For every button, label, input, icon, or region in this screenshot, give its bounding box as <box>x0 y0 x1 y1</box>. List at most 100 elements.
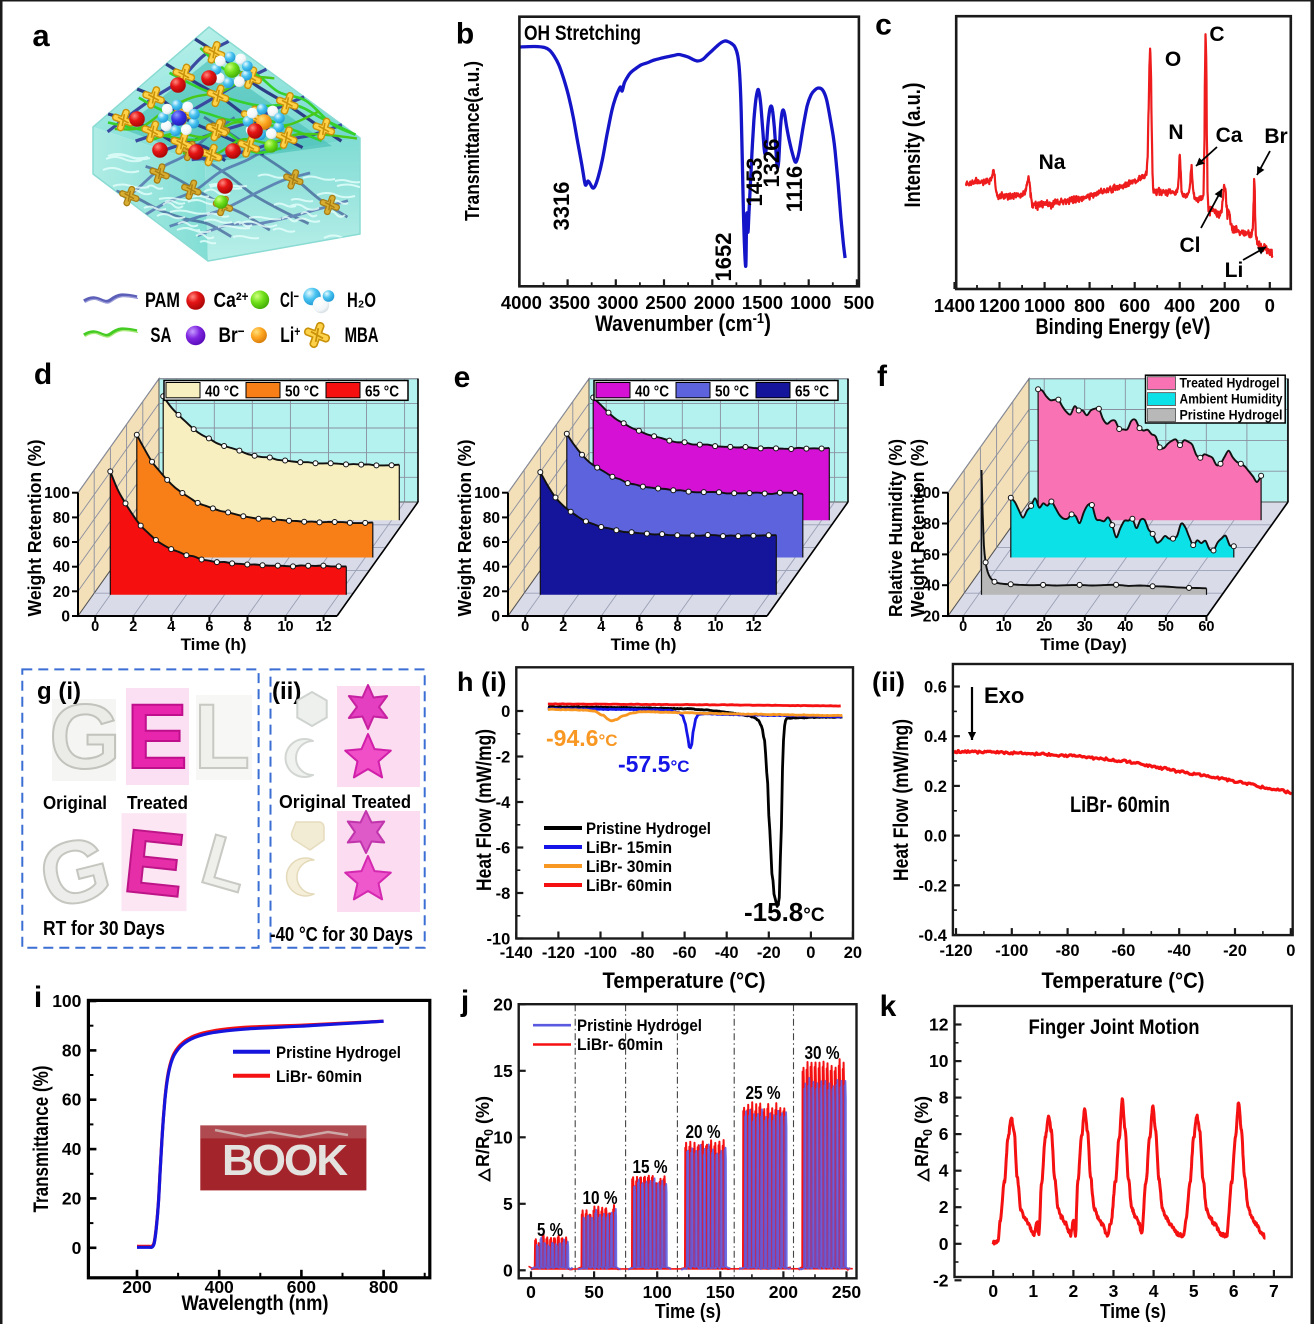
svg-text:0: 0 <box>503 1260 513 1280</box>
svg-text:0: 0 <box>939 1234 949 1254</box>
svg-text:200: 200 <box>769 1282 798 1302</box>
svg-text:Time (h): Time (h) <box>611 635 677 654</box>
svg-text:10 %: 10 % <box>583 1188 618 1208</box>
svg-text:O: O <box>1165 48 1181 71</box>
svg-text:60: 60 <box>53 535 70 552</box>
svg-text:4: 4 <box>167 619 175 635</box>
svg-text:800: 800 <box>369 1277 398 1297</box>
svg-text:30 %: 30 % <box>805 1043 840 1063</box>
svg-text:12: 12 <box>316 619 332 635</box>
svg-text:800: 800 <box>1074 295 1105 316</box>
svg-text:12: 12 <box>746 619 762 635</box>
svg-text:40 °C: 40 °C <box>205 383 239 400</box>
svg-text:Cl: Cl <box>1180 234 1201 257</box>
svg-text:Treated: Treated <box>127 793 188 813</box>
svg-text:E: E <box>126 686 187 788</box>
svg-text:a: a <box>32 18 50 53</box>
svg-text:G: G <box>49 686 121 788</box>
svg-text:R/R0 (%): R/R0 (%) <box>912 1096 935 1167</box>
svg-text:40: 40 <box>62 1139 82 1159</box>
svg-text:-40: -40 <box>1167 942 1191 960</box>
svg-text:Temperature (°C): Temperature (°C) <box>1042 968 1205 993</box>
svg-text:LiBr- 60min: LiBr- 60min <box>276 1068 362 1086</box>
svg-text:Time (h): Time (h) <box>181 635 247 654</box>
svg-text:Ca²+: Ca²+ <box>214 288 249 312</box>
svg-text:-60: -60 <box>673 944 697 962</box>
svg-text:BOOK: BOOK <box>222 1136 348 1185</box>
svg-text:R/R0 (%): R/R0 (%) <box>473 1096 496 1167</box>
svg-text:15: 15 <box>493 1061 513 1081</box>
svg-text:4: 4 <box>597 619 605 635</box>
svg-text:60: 60 <box>483 535 500 552</box>
svg-text:-80: -80 <box>1056 942 1080 960</box>
svg-text:Treated: Treated <box>352 792 411 812</box>
svg-text:-94.6°C: -94.6°C <box>546 725 618 751</box>
svg-text:10: 10 <box>996 619 1012 635</box>
svg-text:Binding Energy (eV): Binding Energy (eV) <box>1036 313 1211 340</box>
svg-text:200: 200 <box>1209 295 1240 316</box>
svg-text:50: 50 <box>1158 619 1174 635</box>
svg-text:0: 0 <box>491 609 500 626</box>
svg-text:-6: -6 <box>496 840 511 858</box>
svg-text:500: 500 <box>843 292 874 313</box>
svg-text:0: 0 <box>91 619 99 635</box>
svg-text:Pristine Hydrogel: Pristine Hydrogel <box>577 1017 702 1035</box>
svg-text:Time (s): Time (s) <box>1100 1301 1166 1323</box>
svg-text:6: 6 <box>939 1124 949 1144</box>
svg-text:-120: -120 <box>542 944 575 962</box>
svg-text:100: 100 <box>643 1282 672 1302</box>
svg-text:200: 200 <box>122 1277 151 1297</box>
svg-text:150: 150 <box>706 1282 735 1302</box>
svg-text:1116: 1116 <box>782 166 807 213</box>
svg-text:600: 600 <box>1119 295 1150 316</box>
svg-text:1453: 1453 <box>742 158 767 207</box>
svg-text:0.4: 0.4 <box>924 728 948 746</box>
svg-text:Time (Day): Time (Day) <box>1040 635 1127 654</box>
svg-text:0.0: 0.0 <box>924 828 947 846</box>
svg-text:Heat Flow (mW/mg): Heat Flow (mW/mg) <box>890 719 913 881</box>
svg-text:60: 60 <box>923 547 940 564</box>
svg-text:0: 0 <box>526 1282 536 1302</box>
svg-text:2: 2 <box>129 619 137 635</box>
svg-text:6: 6 <box>205 619 213 635</box>
svg-text:20: 20 <box>923 609 940 626</box>
svg-text:20: 20 <box>62 1188 82 1208</box>
svg-text:Wavelength (nm): Wavelength (nm) <box>182 1292 329 1315</box>
svg-text:Time (s): Time (s) <box>655 1301 721 1323</box>
svg-text:2500: 2500 <box>645 292 686 313</box>
svg-text:20: 20 <box>1036 619 1052 635</box>
svg-text:8: 8 <box>243 619 251 635</box>
svg-text:30: 30 <box>1077 619 1093 635</box>
svg-text:100: 100 <box>914 485 940 502</box>
svg-text:10: 10 <box>277 619 293 635</box>
svg-text:h (i): h (i) <box>457 667 506 697</box>
svg-text:Relative Humidity (%): Relative Humidity (%) <box>886 439 906 617</box>
svg-text:80: 80 <box>53 510 70 527</box>
svg-text:j: j <box>460 985 469 1018</box>
svg-text:Heat Flow (mW/mg): Heat Flow (mW/mg) <box>473 729 496 891</box>
svg-text:40 °C: 40 °C <box>635 383 669 400</box>
svg-text:e: e <box>454 361 471 394</box>
svg-text:Original: Original <box>279 792 346 812</box>
svg-text:-40 °C for 30 Days: -40 °C for 30 Days <box>270 924 413 946</box>
svg-text:-100: -100 <box>995 942 1028 960</box>
svg-text:10: 10 <box>707 619 723 635</box>
svg-text:20: 20 <box>844 944 862 962</box>
svg-text:-120: -120 <box>939 942 972 960</box>
svg-text:50 °C: 50 °C <box>715 383 749 400</box>
svg-text:20: 20 <box>53 584 70 601</box>
svg-text:-8: -8 <box>496 885 511 903</box>
svg-text:Wavenumber (cm-1): Wavenumber (cm-1) <box>595 310 771 337</box>
svg-text:1326: 1326 <box>759 139 784 188</box>
svg-text:1200: 1200 <box>979 295 1020 316</box>
svg-text:-0.2: -0.2 <box>918 877 946 895</box>
svg-text:20: 20 <box>493 994 513 1014</box>
svg-text:25 %: 25 % <box>746 1083 781 1103</box>
svg-text:10: 10 <box>493 1127 513 1147</box>
svg-text:40: 40 <box>1117 619 1133 635</box>
svg-text:Weight Retention (%): Weight Retention (%) <box>455 440 475 617</box>
svg-text:Na: Na <box>1039 151 1066 174</box>
svg-text:Li: Li <box>1225 259 1244 282</box>
svg-text:400: 400 <box>205 1277 234 1297</box>
svg-text:1500: 1500 <box>742 292 783 313</box>
